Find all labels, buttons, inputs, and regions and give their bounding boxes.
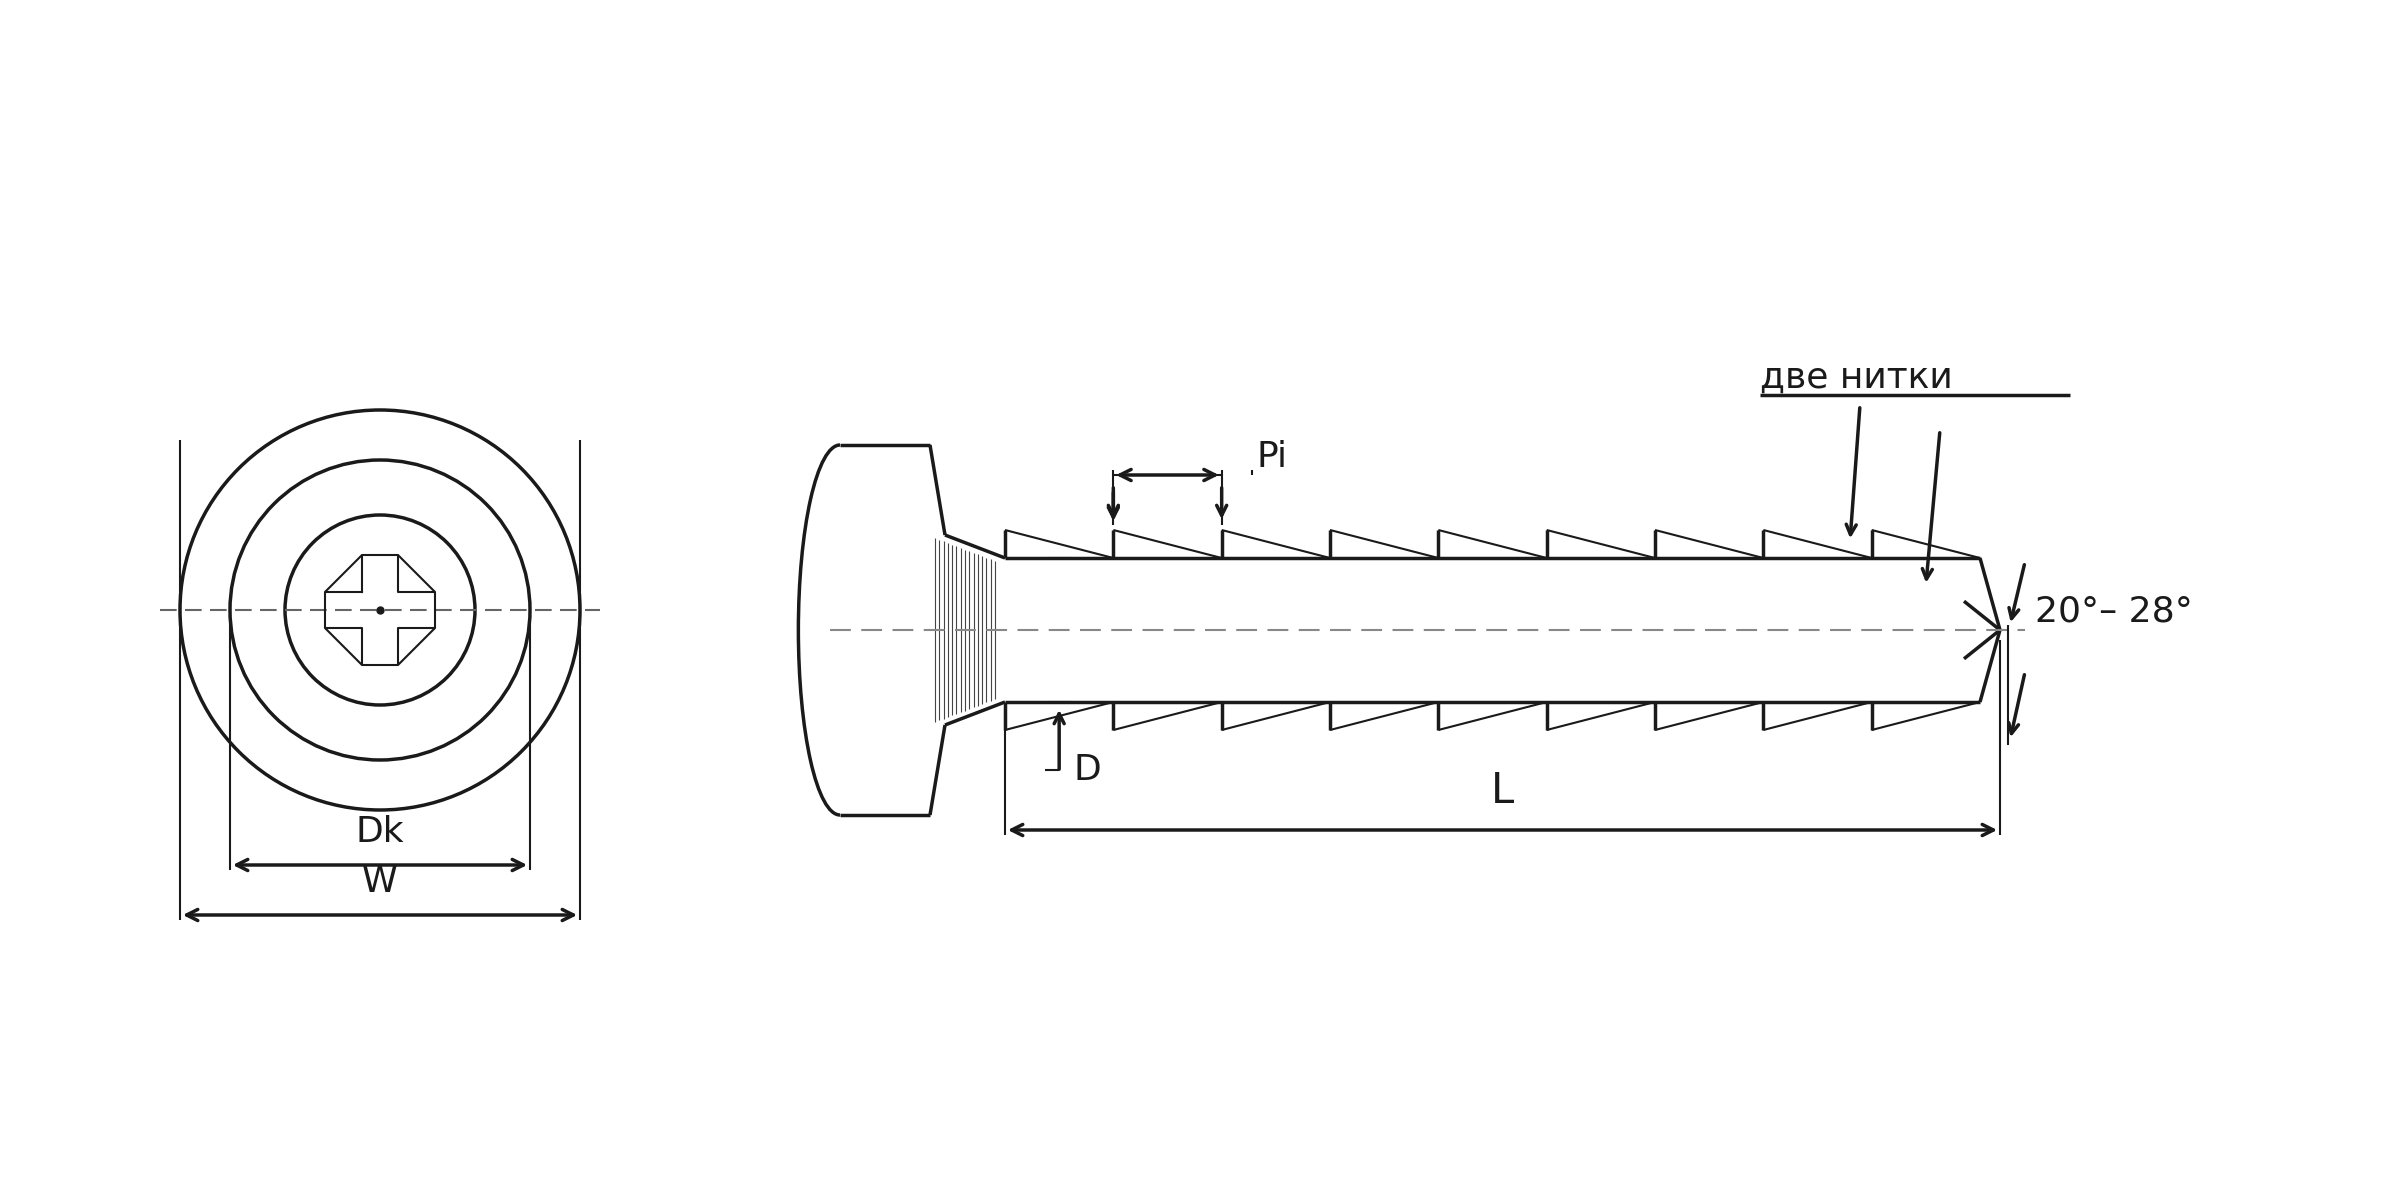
Text: Pi: Pi (1258, 440, 1289, 474)
Text: Dk: Dk (355, 815, 403, 850)
Text: W: W (362, 865, 398, 899)
Text: D: D (1073, 754, 1102, 787)
Text: L: L (1490, 770, 1514, 812)
Text: 20°– 28°: 20°– 28° (2035, 595, 2194, 629)
Text: две нитки: две нитки (1759, 361, 1954, 395)
